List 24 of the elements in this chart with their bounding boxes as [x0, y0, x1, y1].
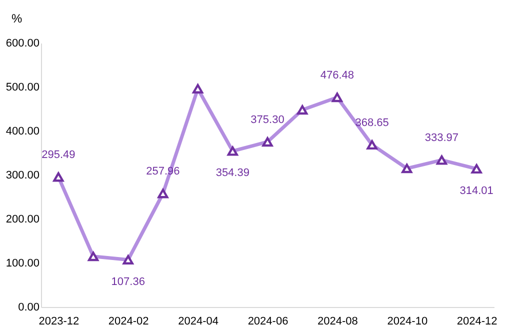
y-tick-label: 0.00: [18, 302, 40, 314]
x-tick-label: 2024-12: [456, 316, 498, 328]
data-label: 107.36: [111, 276, 145, 288]
x-tick-label: 2024-06: [248, 316, 288, 328]
data-label: 375.30: [250, 114, 284, 126]
data-label: 314.01: [460, 184, 494, 197]
y-axis-title: %: [12, 12, 22, 26]
x-tick-label: 2023-12: [38, 316, 80, 328]
x-tick-label: 2024-08: [318, 316, 358, 328]
y-tick-label: 400.00: [6, 126, 40, 138]
y-tick-label: 200.00: [6, 214, 40, 226]
y-tick-label: 500.00: [6, 82, 40, 94]
y-tick-label: 300.00: [6, 170, 40, 182]
y-tick-label: 100.00: [6, 258, 40, 270]
data-label: 295.49: [42, 148, 76, 161]
data-label: 354.39: [216, 167, 250, 180]
data-label: 257.96: [146, 166, 180, 178]
x-tick-label: 2024-02: [108, 316, 149, 328]
data-label: 476.48: [320, 69, 354, 82]
x-tick-label: 2024-10: [387, 316, 428, 328]
data-label: 333.97: [424, 132, 459, 144]
x-tick-label: 2024-04: [178, 316, 218, 328]
data-label: 368.65: [355, 116, 389, 129]
y-tick-label: 600.00: [6, 38, 40, 50]
